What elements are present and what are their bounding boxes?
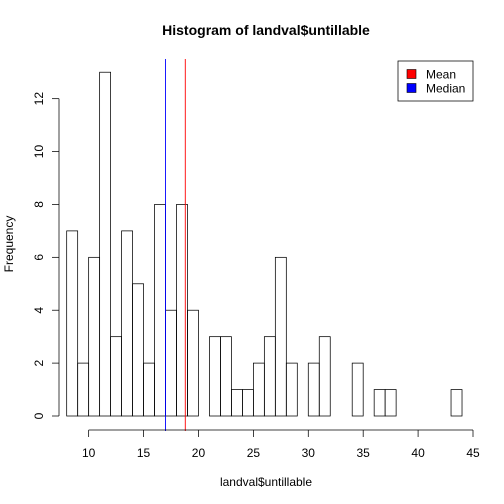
x-tick-label: 20	[192, 446, 206, 460]
histogram-bar	[110, 336, 122, 417]
histogram-bar	[187, 309, 199, 417]
legend-swatch	[406, 69, 417, 79]
histogram-bar	[318, 336, 331, 417]
x-tick-label: 15	[137, 446, 151, 460]
histogram-bars	[66, 71, 463, 417]
histogram-bar	[88, 256, 101, 417]
histogram-bar	[99, 71, 111, 417]
legend-label: Median	[426, 82, 465, 96]
legend-label: Mean	[426, 68, 456, 82]
histogram-bar	[274, 256, 287, 417]
histogram-bar	[154, 204, 166, 417]
x-tick-label: 40	[411, 446, 425, 460]
y-tick-label: 12	[32, 92, 46, 106]
x-tick-label: 30	[302, 446, 316, 460]
legend-swatch	[406, 83, 417, 93]
histogram-bar	[373, 389, 386, 417]
histogram-bar	[132, 283, 144, 417]
y-tick-label: 4	[32, 307, 46, 314]
histogram-bar	[66, 230, 79, 417]
histogram-bar	[77, 362, 90, 417]
legend-box	[397, 60, 474, 102]
histogram-bar	[143, 362, 155, 417]
y-axis: 0 2 4 6 8 10 12	[32, 92, 60, 419]
histogram-bar	[285, 362, 298, 417]
y-tick-label: 2	[32, 359, 46, 366]
histogram-bar	[252, 362, 265, 417]
x-tick-label: 35	[357, 446, 371, 460]
histogram-bar	[307, 362, 320, 417]
x-axis-label: landval$untillable	[220, 475, 312, 489]
histogram-bar	[242, 389, 254, 417]
histogram-bar	[176, 204, 188, 417]
histogram-bar	[165, 309, 177, 417]
reference-lines	[165, 59, 186, 431]
histogram-bar	[209, 336, 221, 417]
histogram-bar	[450, 389, 463, 417]
y-tick-label: 10	[32, 145, 46, 159]
x-axis: 10 15 20 25 30 35 40 45	[82, 429, 480, 460]
histogram-bar	[220, 336, 232, 417]
chart-title: Histogram of landval$untillable	[162, 22, 370, 38]
histogram-bar	[351, 362, 364, 417]
y-tick-label: 0	[32, 412, 46, 419]
histogram-bar	[121, 230, 133, 417]
x-tick-label: 10	[82, 446, 96, 460]
y-axis-label: Frequency	[2, 216, 16, 273]
histogram-bar	[263, 336, 276, 417]
y-tick-label: 6	[32, 254, 46, 261]
y-tick-label: 8	[32, 201, 46, 208]
x-tick-label: 45	[466, 446, 480, 460]
histogram-bar	[231, 389, 243, 417]
x-tick-label: 25	[247, 446, 261, 460]
histogram-bar	[384, 389, 397, 417]
